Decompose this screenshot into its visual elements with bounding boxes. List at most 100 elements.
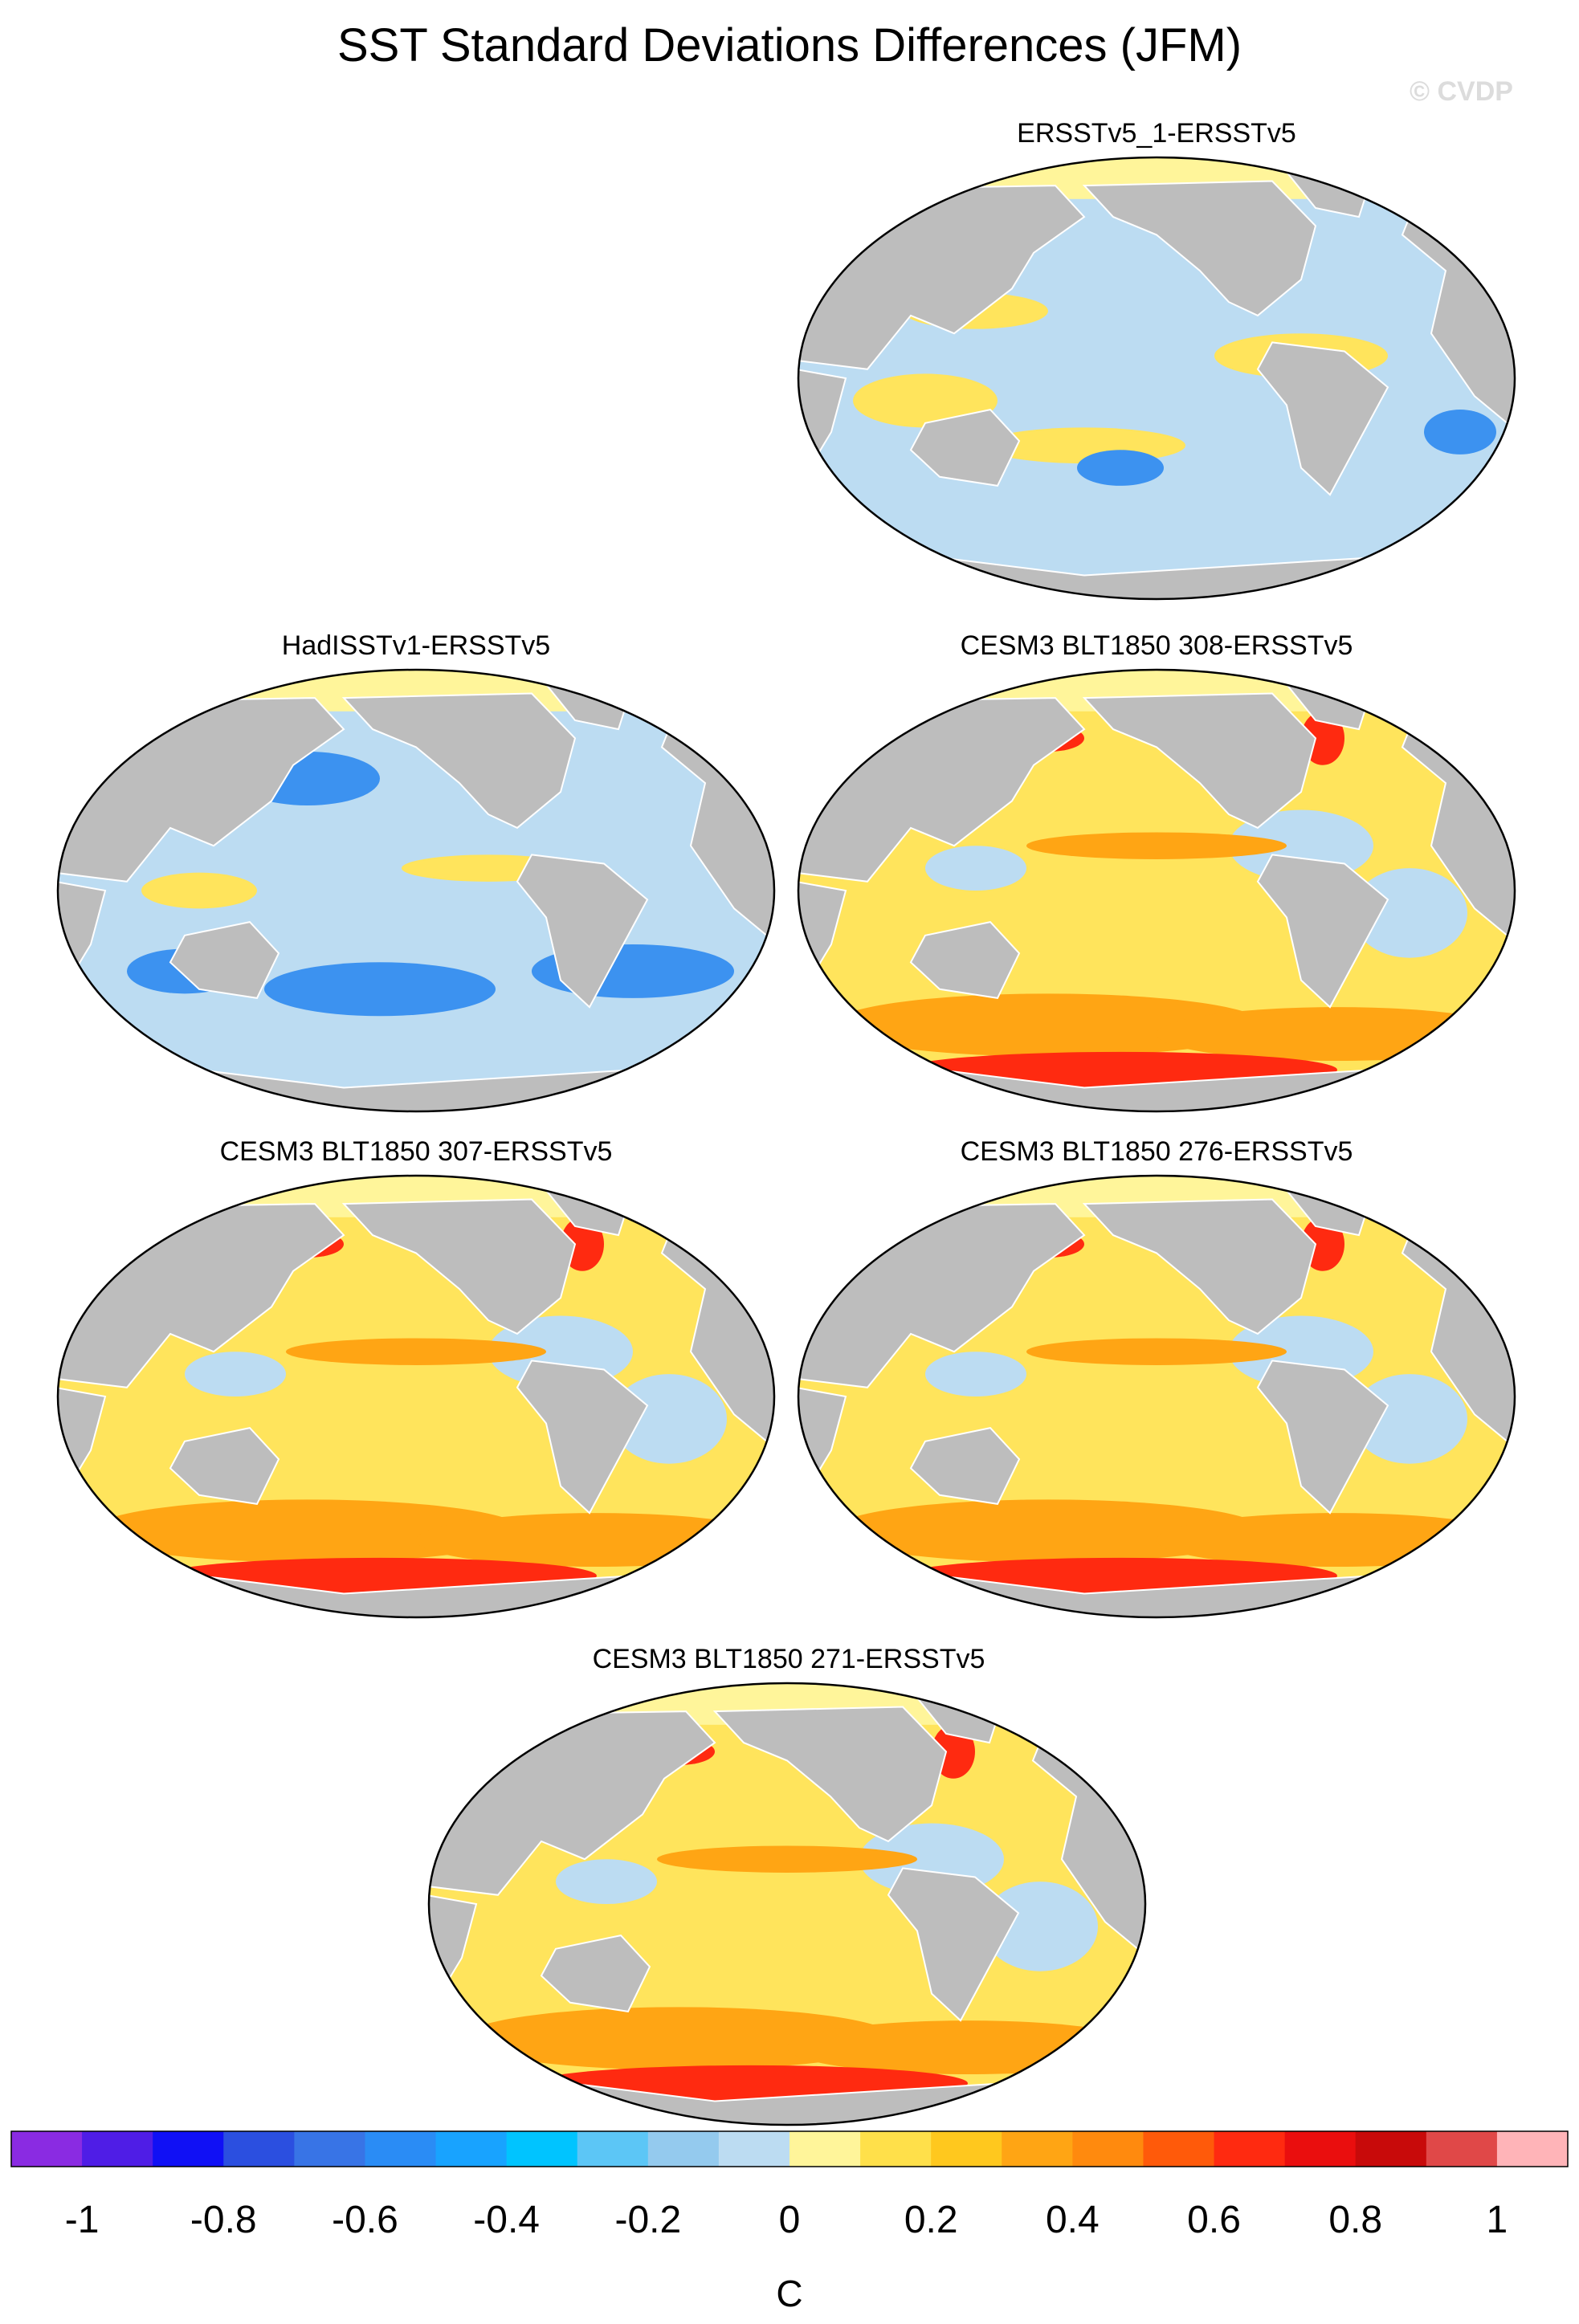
anomaly-region xyxy=(853,373,998,428)
anomaly-region xyxy=(831,993,1265,1057)
anomaly-region xyxy=(1077,450,1164,486)
map-cesm3-271 xyxy=(427,1682,1147,2126)
anomaly-region xyxy=(831,1499,1265,1563)
anomaly-region xyxy=(416,1513,774,1568)
map-cesm3-308 xyxy=(797,668,1516,1113)
land-north-america xyxy=(1082,692,1317,830)
colorbar-swatches xyxy=(10,2130,1569,2167)
land-north-america xyxy=(1082,1198,1317,1335)
map-border xyxy=(797,1174,1516,1619)
map-border xyxy=(427,1682,1147,2126)
colorbar-swatch xyxy=(931,2131,1002,2167)
land-north-america xyxy=(341,692,577,830)
land-australia xyxy=(909,409,1021,487)
anomaly-region xyxy=(286,1338,546,1365)
colorbar-swatch xyxy=(1284,2131,1357,2167)
anomaly-region xyxy=(611,1374,727,1464)
panel-label-cesm3-307: CESM3 BLT1850 307-ERSSTv5 xyxy=(219,1136,613,1167)
colorbar-tick-label: 0.6 xyxy=(1187,2199,1241,2241)
panel-label-cesm3-271: CESM3 BLT1850 271-ERSSTv5 xyxy=(592,1644,985,1674)
map-ersstv5-1 xyxy=(797,156,1516,601)
cvdp-watermark: © CVDP xyxy=(1410,76,1513,107)
panel-label-ersstv5-1: ERSSTv5_1-ERSSTv5 xyxy=(1017,118,1296,149)
land-australia xyxy=(169,1427,280,1506)
land-north-america xyxy=(341,1198,577,1335)
colorbar-swatch xyxy=(647,2131,720,2167)
land-south-america xyxy=(1256,341,1389,496)
land-south-america xyxy=(1256,1360,1389,1515)
colorbar-unit-label: C xyxy=(776,2273,802,2314)
anomaly-region xyxy=(91,1499,524,1563)
colorbar-swatch xyxy=(294,2131,365,2167)
anomaly-region xyxy=(1157,1007,1515,1062)
map-border xyxy=(56,1174,776,1619)
anomaly-region xyxy=(556,1859,657,1904)
anomaly-region xyxy=(925,846,1026,891)
colorbar-swatch xyxy=(153,2131,224,2167)
colorbar-tick-label: 0.2 xyxy=(904,2199,958,2241)
map-border xyxy=(797,156,1516,601)
anomaly-region xyxy=(1352,868,1467,958)
colorbar-swatch xyxy=(435,2131,508,2167)
anomaly-region xyxy=(1026,832,1287,859)
anomaly-region xyxy=(141,872,257,909)
land-australia xyxy=(909,1427,1021,1506)
map-border xyxy=(797,668,1516,1113)
map-hadisstv1 xyxy=(56,668,776,1113)
colorbar-tick-label: 1 xyxy=(1487,2199,1508,2241)
colorbar-swatch xyxy=(1214,2131,1286,2167)
anomaly-region xyxy=(1424,410,1496,455)
colorbar-swatch xyxy=(82,2131,153,2167)
colorbar-swatch xyxy=(1496,2131,1569,2167)
anomaly-region xyxy=(462,2007,896,2070)
colorbar-tick-labels: -1 -0.8 -0.6 -0.4 -0.2 0 0.2 0.4 0.6 0.8 1 xyxy=(65,2199,1508,2241)
anomaly-region xyxy=(787,2020,1145,2075)
panel-label-cesm3-308: CESM3 BLT1850 308-ERSSTv5 xyxy=(960,630,1353,661)
land-australia xyxy=(169,921,280,1000)
colorbar-swatch xyxy=(1143,2131,1215,2167)
colorbar-tick-label: -0.4 xyxy=(473,2199,540,2241)
land-south-america xyxy=(516,1360,649,1515)
colorbar-swatch xyxy=(577,2131,649,2167)
land-south-america xyxy=(887,1867,1020,2022)
colorbar-swatch xyxy=(223,2131,295,2167)
land-south-america xyxy=(1256,854,1389,1009)
colorbar-swatch xyxy=(1072,2131,1144,2167)
anomaly-region xyxy=(657,1845,917,1873)
anomaly-region xyxy=(925,1352,1026,1396)
land-australia xyxy=(540,1935,651,2013)
colorbar-swatch xyxy=(1426,2131,1498,2167)
colorbar-swatch xyxy=(365,2131,437,2167)
colorbar-swatch xyxy=(1355,2131,1427,2167)
land-south-america xyxy=(516,854,649,1009)
colorbar-swatch xyxy=(506,2131,578,2167)
colorbar-tick-label: -0.2 xyxy=(614,2199,681,2241)
anomaly-region xyxy=(1157,1513,1515,1568)
colorbar-swatch xyxy=(11,2131,83,2167)
colorbar-swatch xyxy=(790,2131,861,2167)
colorbar: -1 -0.8 -0.6 -0.4 -0.2 0 0.2 0.4 0.6 0.8 1 C xyxy=(10,2130,1569,2314)
colorbar-tick-label: 0.4 xyxy=(1046,2199,1100,2241)
map-cesm3-307 xyxy=(56,1174,776,1619)
colorbar-tick-label: 0.8 xyxy=(1328,2199,1382,2241)
colorbar-swatch xyxy=(718,2131,790,2167)
anomaly-region xyxy=(264,962,496,1017)
anomaly-region xyxy=(1026,1338,1287,1365)
page-title: SST Standard Deviations Differences (JFM… xyxy=(337,19,1242,71)
anomaly-region xyxy=(982,1882,1098,1971)
colorbar-swatch xyxy=(860,2131,932,2167)
anomaly-region xyxy=(1352,1374,1467,1464)
colorbar-tick-label: -0.6 xyxy=(332,2199,398,2241)
colorbar-tick-label: -0.8 xyxy=(190,2199,257,2241)
map-cesm3-276 xyxy=(797,1174,1516,1619)
land-australia xyxy=(909,921,1021,1000)
colorbar-swatch xyxy=(1002,2131,1073,2167)
land-north-america xyxy=(1082,180,1317,317)
colorbar-tick-label: -1 xyxy=(65,2199,100,2241)
land-north-america xyxy=(712,1706,948,1843)
panel-label-hadisstv1: HadISSTv1-ERSSTv5 xyxy=(281,630,551,661)
panel-label-cesm3-276: CESM3 BLT1850 276-ERSSTv5 xyxy=(960,1136,1353,1167)
anomaly-region xyxy=(185,1352,286,1396)
colorbar-tick-label: 0 xyxy=(779,2199,801,2241)
map-border xyxy=(56,668,776,1113)
